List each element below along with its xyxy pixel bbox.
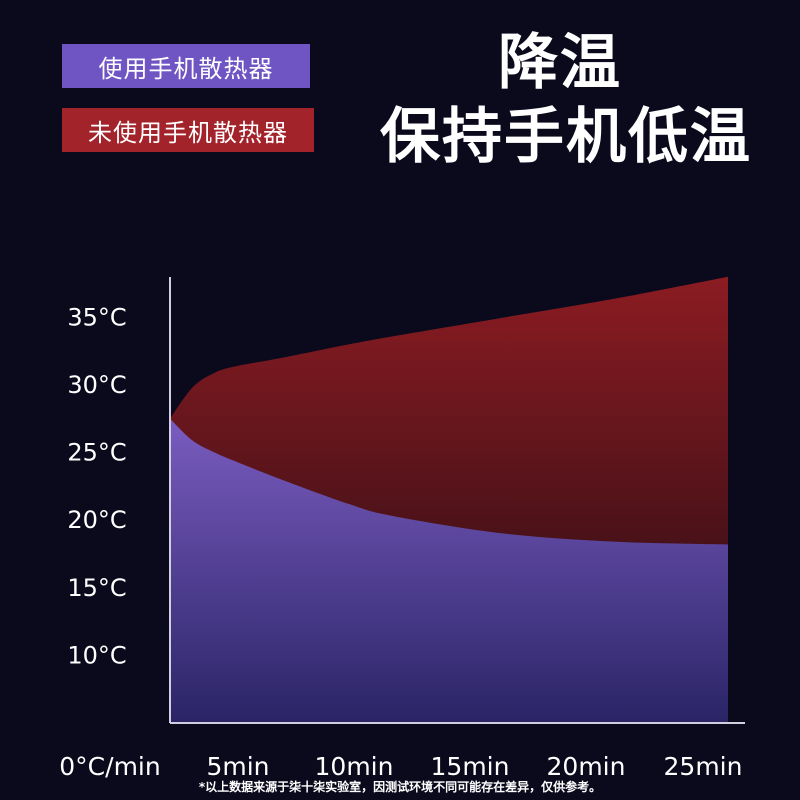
x-tick-label: 20min	[547, 752, 626, 781]
x-tick-label: 15min	[431, 752, 510, 781]
y-tick-label: 20°C	[67, 506, 126, 534]
x-tick-label: 0°C/min	[59, 752, 160, 781]
y-tick-label: 35°C	[67, 303, 126, 331]
legend-without-cooler: 未使用手机散热器	[62, 108, 314, 152]
legend-without-cooler-label: 未使用手机散热器	[88, 118, 288, 147]
y-tick-label: 10°C	[67, 641, 126, 669]
y-tick-label: 30°C	[67, 371, 126, 399]
y-tick-label: 25°C	[67, 439, 126, 467]
x-tick-label: 10min	[315, 752, 394, 781]
x-tick-label: 5min	[206, 752, 269, 781]
legend-with-cooler-label: 使用手机散热器	[98, 54, 274, 83]
area-with-cooler	[170, 418, 728, 723]
footnote: *以上数据来源于柒十柒实验室，因测试环境不同可能存在差异，仅供参考。	[198, 780, 602, 794]
x-tick-label: 25min	[664, 752, 743, 781]
legend-with-cooler: 使用手机散热器	[62, 44, 310, 88]
title-line-1: 降温	[498, 28, 622, 98]
y-tick-label: 15°C	[67, 574, 126, 602]
title-line-2: 保持手机低温	[380, 102, 752, 172]
